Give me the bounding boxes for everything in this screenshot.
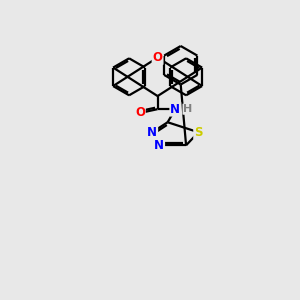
Text: N: N — [170, 103, 180, 116]
Text: O: O — [135, 106, 145, 119]
Text: N: N — [147, 126, 157, 139]
Text: S: S — [194, 126, 203, 139]
Text: O: O — [153, 51, 163, 64]
Text: N: N — [154, 139, 164, 152]
Text: H: H — [183, 104, 192, 114]
